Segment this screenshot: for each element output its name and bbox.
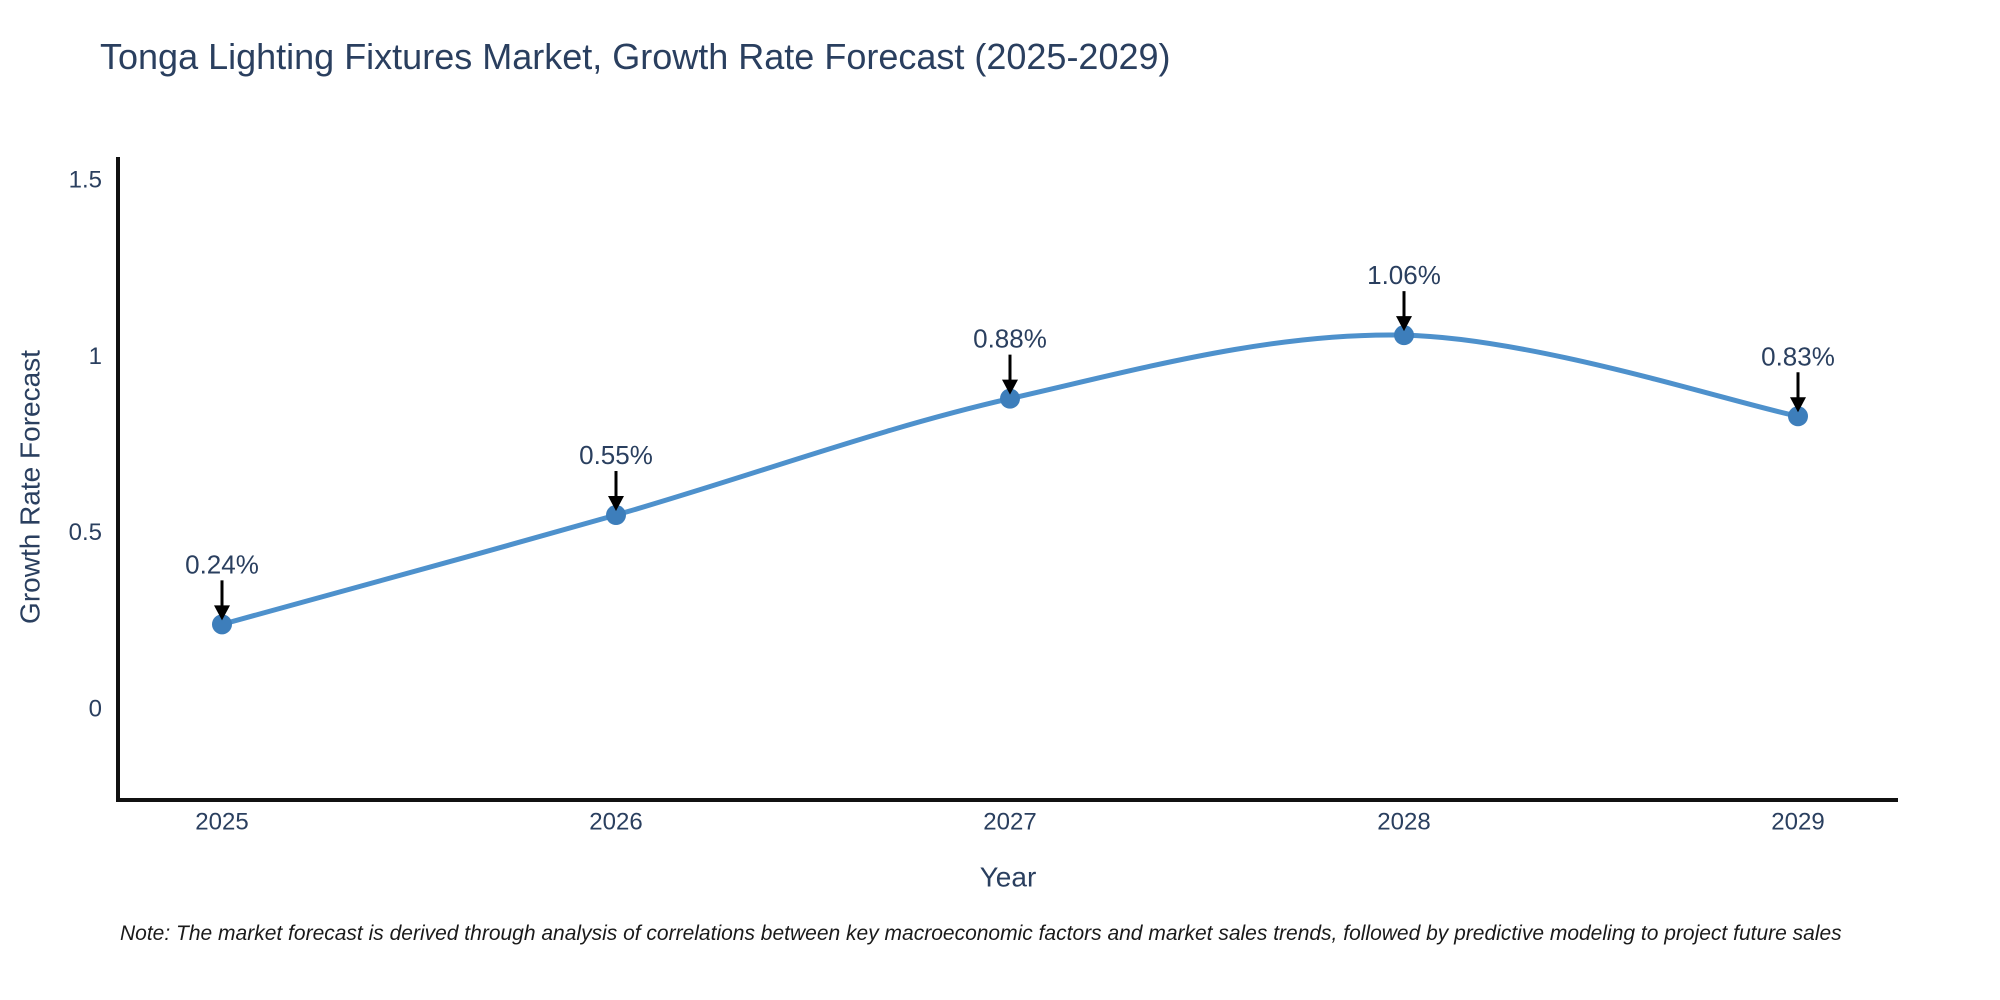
annotation-arrowhead bbox=[1396, 316, 1412, 332]
data-point-marker bbox=[606, 505, 626, 526]
y-tick-label: 0 bbox=[89, 696, 102, 723]
point-value-label: 0.83% bbox=[1761, 341, 1835, 371]
point-value-label: 0.24% bbox=[185, 549, 259, 579]
x-tick-label: 2027 bbox=[983, 809, 1036, 836]
methodology-note: Note: The market forecast is derived thr… bbox=[120, 922, 1842, 945]
x-tick-label: 2028 bbox=[1377, 809, 1430, 836]
y-axis-ticks: 0 0.5 1 1.5 bbox=[69, 166, 102, 722]
data-point-marker bbox=[1788, 406, 1808, 427]
x-tick-label: 2025 bbox=[195, 809, 248, 836]
y-tick-label: 1.5 bbox=[69, 166, 102, 193]
chart-title: Tonga Lighting Fixtures Market, Growth R… bbox=[100, 36, 1171, 77]
point-value-label: 0.88% bbox=[973, 324, 1047, 354]
axes bbox=[116, 157, 1898, 802]
annotation-arrowhead bbox=[1002, 379, 1018, 395]
y-axis-title: Growth Rate Forecast bbox=[15, 350, 46, 624]
point-value-label: 1.06% bbox=[1367, 260, 1441, 290]
data-point-marker bbox=[1000, 388, 1020, 409]
data-point-marker bbox=[212, 614, 232, 635]
point-value-label: 0.55% bbox=[579, 440, 653, 470]
x-tick-label: 2026 bbox=[589, 809, 642, 836]
x-tick-label: 2029 bbox=[1771, 809, 1824, 836]
forecast-line-series bbox=[212, 325, 1808, 635]
annotation-arrowhead bbox=[214, 605, 230, 621]
y-tick-label: 0.5 bbox=[69, 519, 102, 546]
point-annotations: 0.24% 0.55% 0.88% 1.06% 0.83% bbox=[185, 260, 1835, 621]
x-axis-title: Year bbox=[980, 862, 1037, 893]
annotation-arrowhead bbox=[608, 496, 624, 512]
data-point-marker bbox=[1394, 325, 1414, 346]
annotation-arrowhead bbox=[1790, 397, 1806, 413]
x-axis-ticks: 2025 2026 2027 2028 2029 bbox=[195, 809, 1824, 836]
y-tick-label: 1 bbox=[89, 343, 102, 370]
